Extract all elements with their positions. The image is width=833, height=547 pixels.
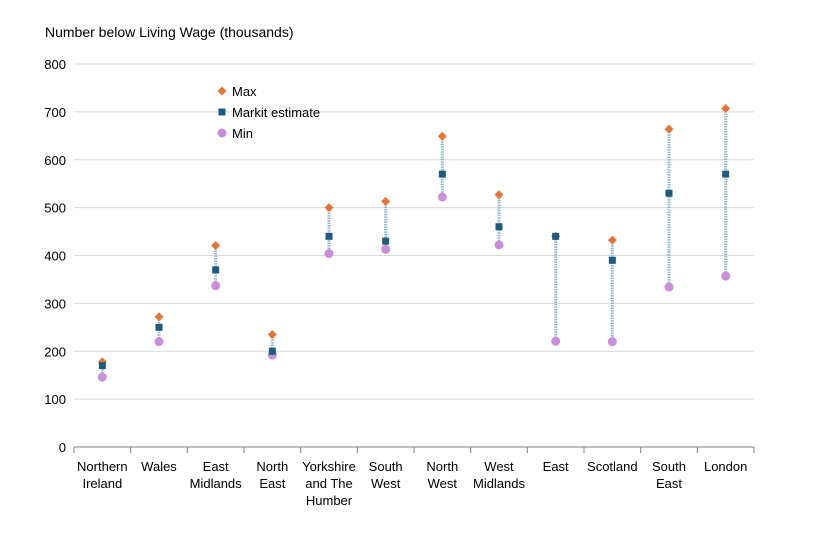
y-tick-label: 200 (44, 344, 66, 359)
y-tick-label: 800 (44, 57, 66, 72)
min-point (494, 240, 504, 250)
x-tick-labels: Northern Ireland Wales East Midlands North Eas… (77, 459, 747, 508)
y-tick-label: 400 (44, 249, 66, 264)
min-point (324, 249, 334, 259)
legend-label: Min (232, 126, 253, 141)
y-tick-label: 700 (44, 105, 66, 120)
legend-marker (217, 128, 227, 138)
min-point (721, 271, 731, 281)
x-tick-label: South West (369, 459, 403, 491)
max-point (607, 235, 617, 245)
markit-estimate-point (608, 256, 616, 264)
x-tick-label: Wales (141, 459, 177, 474)
x-tick-label: North West (426, 459, 458, 491)
max-point (721, 104, 731, 114)
max-point (324, 203, 334, 213)
markit-estimate-point (325, 232, 333, 240)
min-point (437, 192, 447, 202)
min-point (211, 281, 221, 291)
y-tick-label: 500 (44, 201, 66, 216)
markit-estimate-point (268, 347, 276, 355)
legend-label: Max (232, 84, 257, 99)
y-tick-label: 300 (44, 296, 66, 311)
markit-estimate-point (382, 237, 390, 245)
range-lines (100, 108, 728, 378)
max-point (381, 196, 391, 206)
y-tick-labels: 0 100 200 300 400 500 600 700 800 (44, 57, 66, 455)
markit-estimate-point (552, 232, 560, 240)
y-tick-label: 0 (59, 440, 66, 455)
min-point (551, 336, 561, 346)
min-point (97, 372, 107, 382)
x-tick-label: London (704, 459, 747, 474)
y-tick-label: 100 (44, 392, 66, 407)
legend-marker (218, 108, 226, 116)
max-point (664, 124, 674, 134)
max-point (154, 312, 164, 322)
min-point (664, 282, 674, 292)
max-point (494, 190, 504, 200)
x-tick-label: South East (652, 459, 686, 491)
x-tick-label: Scotland (587, 459, 638, 474)
min-point (381, 244, 391, 254)
max-point (211, 240, 221, 250)
y-axis-title: Number below Living Wage (thousands) (45, 24, 294, 40)
y-tick-label: 600 (44, 153, 66, 168)
gridlines (74, 63, 754, 400)
markit-estimate-point (212, 266, 220, 274)
min-point (607, 337, 617, 347)
markit-estimate-point (665, 189, 673, 197)
x-tick-label: Yorkshire and The Humber (302, 459, 356, 508)
markit-estimate-point (98, 362, 106, 370)
legend: Max Markit estimate Min (217, 84, 320, 141)
max-point (267, 329, 277, 339)
min-point (154, 337, 164, 347)
x-axis (73, 446, 755, 453)
markit-estimate-point (722, 170, 730, 178)
markit-estimate-point (438, 170, 446, 178)
x-tick-label: North East (256, 459, 288, 491)
legend-marker (217, 86, 227, 96)
x-tick-label: East (543, 459, 569, 474)
x-tick-label: East Midlands (190, 459, 243, 491)
x-tick-label: West Midlands (473, 459, 526, 491)
markit-estimate-point (495, 223, 503, 231)
max-point (437, 131, 447, 141)
markit-estimate-point (155, 323, 163, 331)
data-points (97, 104, 731, 382)
legend-label: Markit estimate (232, 105, 320, 120)
x-tick-label: Northern Ireland (77, 459, 128, 491)
